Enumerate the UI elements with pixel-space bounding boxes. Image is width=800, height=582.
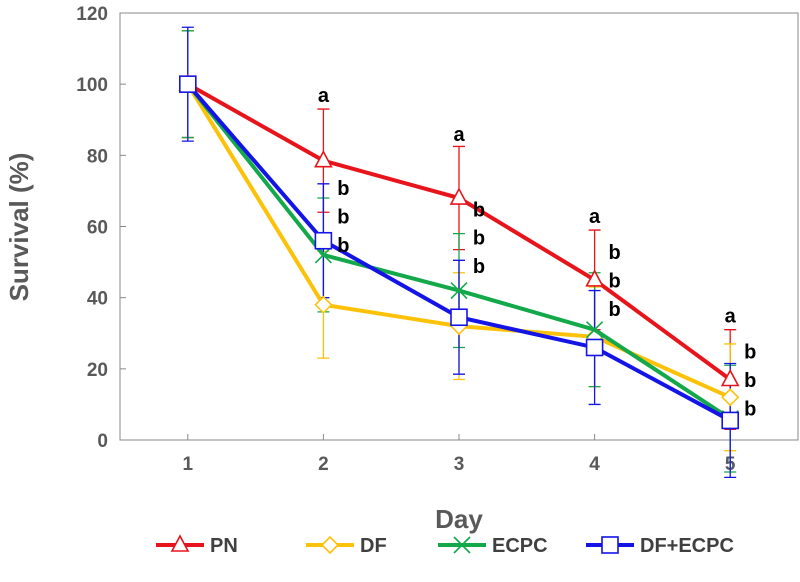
marker-diamond bbox=[314, 295, 333, 314]
significance-letter: b bbox=[608, 270, 620, 292]
significance-letter: a bbox=[725, 306, 737, 328]
marker-triangle bbox=[314, 149, 333, 168]
y-tick-label: 80 bbox=[87, 146, 108, 167]
significance-letter: b bbox=[473, 228, 485, 250]
marker-triangle bbox=[585, 269, 604, 287]
significance-letter: b bbox=[337, 206, 349, 228]
x-tick-label: 2 bbox=[318, 454, 329, 475]
marker-square bbox=[601, 536, 619, 554]
significance-letter: a bbox=[589, 206, 601, 228]
legend-label: DF bbox=[360, 535, 387, 557]
legend-item: DF+ECPC bbox=[586, 535, 734, 557]
x-tick-label: 4 bbox=[589, 454, 600, 475]
marker-diamond bbox=[721, 388, 740, 407]
legend-item: ECPC bbox=[438, 535, 548, 557]
marker-triangle bbox=[170, 534, 190, 552]
series-line-df-ecpc bbox=[179, 75, 740, 430]
significance-letter: b bbox=[337, 178, 349, 200]
x-axis-label: Day bbox=[435, 504, 483, 534]
x-tick-label: 3 bbox=[454, 454, 465, 475]
significance-letter: b bbox=[744, 342, 756, 364]
legend-item: DF bbox=[306, 535, 387, 557]
marker-square bbox=[450, 308, 468, 327]
y-tick-label: 40 bbox=[87, 289, 108, 310]
significance-letter: b bbox=[608, 242, 620, 264]
marker-diamond bbox=[320, 535, 340, 555]
marker-square bbox=[721, 411, 740, 430]
marker-x bbox=[450, 281, 468, 300]
legend-item: PN bbox=[156, 534, 238, 557]
marker-x bbox=[453, 536, 471, 554]
significance-letter: b bbox=[337, 235, 349, 257]
y-tick-label: 60 bbox=[87, 218, 108, 239]
marker-triangle bbox=[449, 187, 469, 205]
significance-letter: b bbox=[473, 256, 485, 278]
marker-square bbox=[585, 338, 604, 357]
y-tick-label: 100 bbox=[76, 75, 108, 96]
significance-letter: a bbox=[453, 124, 465, 146]
marker-x bbox=[586, 321, 604, 339]
marker-square bbox=[314, 231, 333, 250]
series-line-pn bbox=[178, 73, 740, 387]
significance-letter: a bbox=[318, 85, 330, 107]
marker-square bbox=[179, 75, 197, 93]
significance-letter: b bbox=[473, 199, 485, 221]
y-tick-label: 20 bbox=[87, 360, 108, 381]
y-tick-label: 0 bbox=[97, 431, 108, 452]
significance-letter: b bbox=[608, 299, 620, 321]
marker-x bbox=[314, 246, 332, 264]
y-tick-label: 120 bbox=[76, 4, 108, 25]
legend-label: PN bbox=[210, 535, 238, 557]
legend-label: DF+ECPC bbox=[640, 535, 734, 557]
x-tick-label: 1 bbox=[183, 454, 194, 475]
y-axis-label: Survival (%) bbox=[4, 153, 34, 302]
legend-label: ECPC bbox=[492, 535, 548, 557]
series-ecpc bbox=[181, 30, 737, 473]
significance-letter: b bbox=[744, 399, 756, 421]
marker-triangle bbox=[720, 368, 740, 387]
significance-letter: b bbox=[744, 370, 756, 392]
